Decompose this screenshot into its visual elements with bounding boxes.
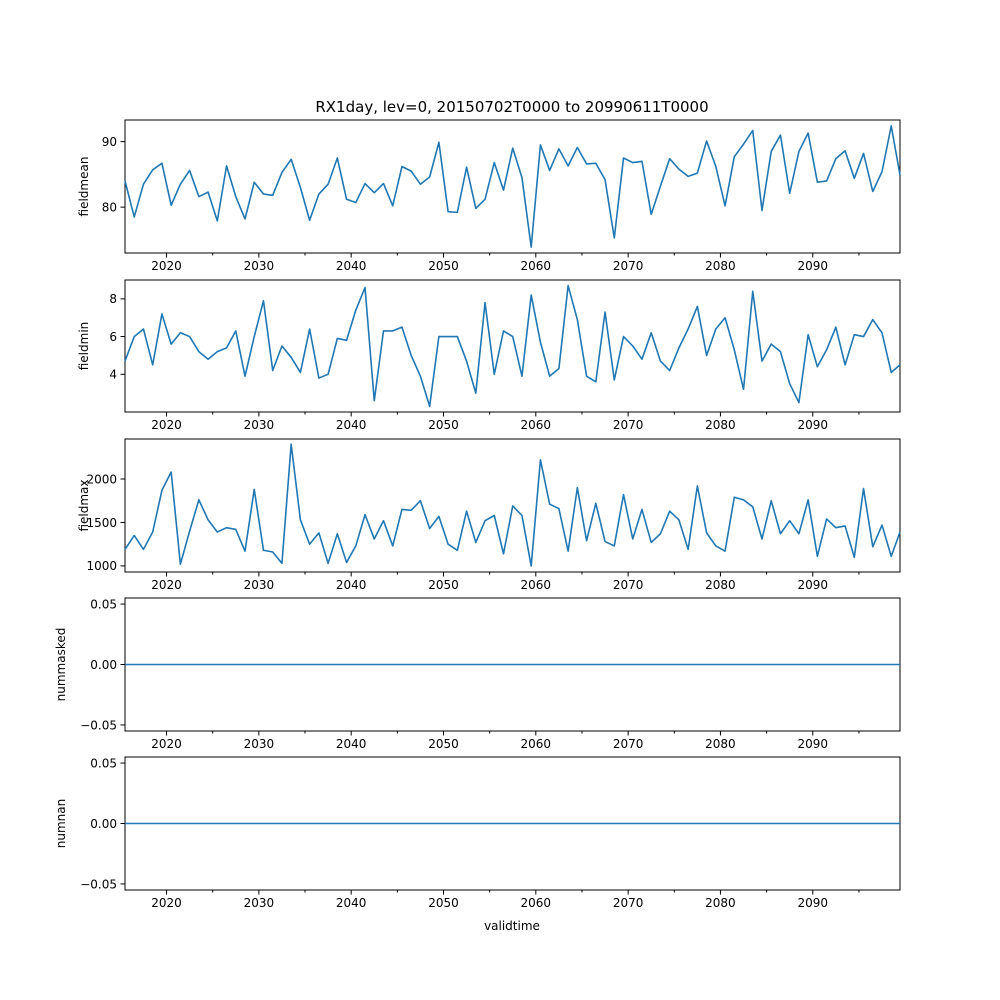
x-tick-label: 2070 — [613, 737, 644, 751]
x-tick-label: 2060 — [521, 259, 552, 273]
y-tick-label: 90 — [102, 135, 117, 149]
x-tick-label: 2080 — [705, 418, 736, 432]
x-tick-label: 2080 — [705, 259, 736, 273]
x-tick-label: 2050 — [428, 259, 459, 273]
axes-frame-fieldmin — [124, 279, 901, 413]
y-tick-label: 0.05 — [90, 597, 117, 611]
x-tick-label: 2030 — [244, 896, 275, 910]
y-tick-label: 6 — [109, 330, 117, 344]
x-tick-label: 2040 — [336, 896, 367, 910]
x-tick-label: 2040 — [336, 737, 367, 751]
x-tick-label: 2080 — [705, 896, 736, 910]
x-tick-label: 2050 — [428, 418, 459, 432]
axes-frame-fieldmax — [124, 438, 901, 573]
x-tick-label: 2020 — [151, 578, 182, 592]
y-axis-label-numnan: numnan — [54, 799, 68, 848]
x-tick-label: 2050 — [428, 896, 459, 910]
x-tick-label: 2040 — [336, 259, 367, 273]
series-line-fieldmean — [124, 125, 901, 248]
x-tick-label: 2070 — [613, 578, 644, 592]
panel-nummasked: nummasked 2020 2030 2040 2050 2060 2070 2080 20… — [54, 597, 901, 751]
x-tick-label: 2060 — [521, 737, 552, 751]
x-tick-label: 2020 — [151, 259, 182, 273]
x-tick-label: 2080 — [705, 578, 736, 592]
panel-fieldmean: fieldmean 2020 2030 2040 2050 2060 2070 2080 20… — [77, 119, 901, 273]
y-tick-label: −0.05 — [80, 877, 117, 891]
axes-frame-fieldmean — [124, 119, 901, 254]
y-tick-label: 2000 — [86, 472, 117, 486]
x-tick-label: 2030 — [244, 418, 275, 432]
x-tick-label: 2040 — [336, 578, 367, 592]
x-tick-label: 2060 — [521, 418, 552, 432]
x-tick-label: 2050 — [428, 578, 459, 592]
series-line-fieldmin — [124, 284, 901, 408]
x-tick-label: 2090 — [797, 259, 828, 273]
y-axis-label-nummasked: nummasked — [54, 628, 68, 702]
x-tick-label: 2090 — [797, 896, 828, 910]
x-tick-label: 2020 — [151, 896, 182, 910]
x-tick-label: 2020 — [151, 418, 182, 432]
y-axis-label-fieldmax: fieldmax — [77, 479, 91, 531]
chart-title: RX1day, lev=0, 20150702T0000 to 20990611… — [315, 98, 708, 116]
x-tick-label: 2070 — [613, 259, 644, 273]
panel-fieldmax: fieldmax 2020 2030 2040 2050 2060 2070 2080 209… — [77, 438, 901, 592]
x-tick-label: 2060 — [521, 578, 552, 592]
x-tick-label: 2020 — [151, 737, 182, 751]
y-tick-label: 0.00 — [90, 658, 117, 672]
panel-numnan: numnan 2020 2030 2040 2050 2060 2070 2080 2090 −… — [54, 756, 901, 910]
x-tick-label: 2030 — [244, 259, 275, 273]
x-tick-label: 2080 — [705, 737, 736, 751]
y-tick-label: 0.00 — [90, 817, 117, 831]
y-tick-label: 0.05 — [90, 756, 117, 770]
y-tick-label: 80 — [102, 200, 117, 214]
x-tick-label: 2070 — [613, 418, 644, 432]
y-axis-label-fieldmean: fieldmean — [77, 157, 91, 217]
y-tick-label: 1000 — [86, 559, 117, 573]
x-tick-label: 2040 — [336, 418, 367, 432]
x-tick-label: 2030 — [244, 578, 275, 592]
y-axis-label-fieldmin: fieldmin — [77, 322, 91, 371]
panel-fieldmin: fieldmin 2020 2030 2040 2050 2060 2070 2080 209… — [77, 279, 901, 432]
x-tick-label: 2070 — [613, 896, 644, 910]
x-tick-label: 2090 — [797, 737, 828, 751]
x-tick-label: 2030 — [244, 737, 275, 751]
y-tick-label: −0.05 — [80, 718, 117, 732]
series-line-fieldmax — [124, 443, 901, 567]
x-tick-label: 2050 — [428, 737, 459, 751]
x-axis-label: validtime — [484, 919, 540, 933]
y-tick-label: 8 — [109, 292, 117, 306]
x-tick-label: 2060 — [521, 896, 552, 910]
y-tick-label: 1500 — [86, 516, 117, 530]
x-tick-label: 2090 — [797, 418, 828, 432]
x-tick-label: 2090 — [797, 578, 828, 592]
y-tick-label: 4 — [109, 368, 117, 382]
